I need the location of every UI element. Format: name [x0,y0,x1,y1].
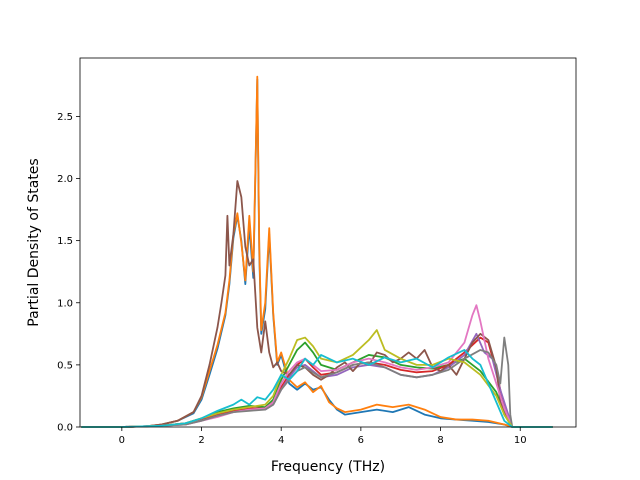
x-tick-label: 2 [198,435,204,446]
series-line-3 [81,336,553,428]
x-tick-label: 10 [514,435,527,446]
y-axis-label: Partial Density of States [26,158,42,326]
y-tick-label: 0.5 [57,360,73,371]
x-axis-label: Frequency (THz) [271,459,385,475]
series-line-7 [81,336,553,428]
y-axis-ticks: 0.0 0.5 1.0 1.5 2.0 2.5 [57,112,80,434]
x-tick-label: 4 [278,435,284,446]
y-tick-label: 1.0 [57,298,73,309]
x-tick-label: 0 [119,435,125,446]
x-axis-ticks: 0 2 4 6 8 10 [119,427,527,446]
y-tick-label: 1.5 [57,236,73,247]
x-tick-label: 8 [437,435,443,446]
y-tick-label: 0.0 [57,423,73,434]
series-line-8 [81,329,553,428]
y-tick-label: 2.0 [57,174,73,185]
y-tick-label: 2.5 [57,112,73,123]
x-tick-label: 6 [358,435,364,446]
plot-frame [79,57,577,428]
series-line-1 [81,75,553,428]
series-line-9 [81,349,553,428]
plot-lines [81,75,553,428]
